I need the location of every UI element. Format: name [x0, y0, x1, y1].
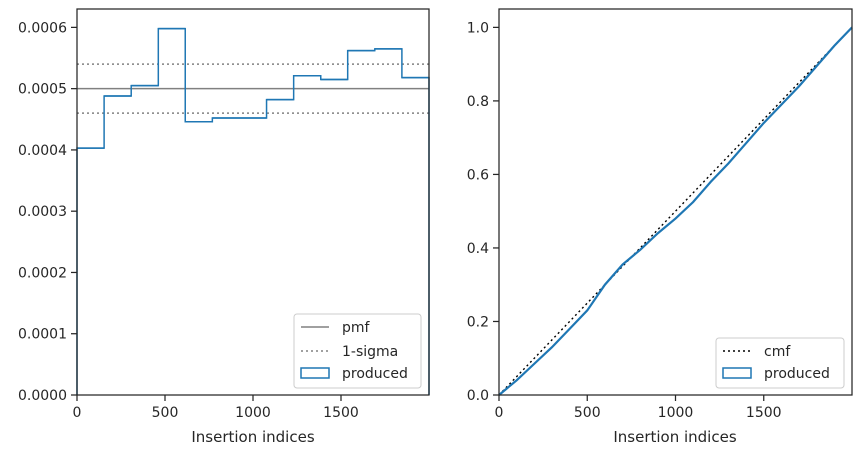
legend-produced-swatch: [300, 367, 330, 379]
right-x-tick-label: 500: [574, 405, 601, 421]
left-legend-box: [293, 313, 422, 389]
left-x-axis-label: Insertion indices: [191, 428, 314, 446]
left-x-tick-label: 1000: [235, 405, 271, 421]
left-legend: pmf 1-sigma produced: [293, 313, 422, 389]
right-y-tick-label: 1.0: [467, 20, 489, 36]
left-y-tick-label: 0.0006: [18, 20, 67, 36]
legend-produced-label: produced: [342, 366, 408, 382]
left-x-tick-label: 1500: [323, 405, 359, 421]
left-y-tick-label: 0.0001: [18, 327, 67, 343]
right-y-ticks: 0.0 0.2 0.4 0.6 0.8 1.0: [467, 20, 499, 404]
left-y-tick-label: 0.0002: [18, 265, 67, 281]
right-y-tick-label: 0.8: [467, 94, 489, 110]
right-x-tick-label: 0: [495, 405, 504, 421]
right-y-tick-label: 0.2: [467, 314, 489, 330]
legend-produced-label-right: produced: [764, 366, 830, 382]
legend-produced-swatch-right: [722, 367, 752, 379]
right-x-axis-label: Insertion indices: [613, 428, 736, 446]
right-y-tick-label: 0.4: [467, 241, 489, 257]
left-y-ticks: 0.0000 0.0001 0.0002 0.0003 0.0004 0.0005 0.00…: [18, 20, 77, 404]
legend-1-sigma-label: 1-sigma: [342, 344, 398, 360]
right-axes-frame: [498, 8, 853, 396]
right-x-tick-label: 1500: [746, 405, 782, 421]
right-legend: cmf produced: [715, 337, 845, 389]
right-x-tick-label: 1000: [658, 405, 694, 421]
legend-cmf-label: cmf: [764, 344, 791, 360]
right-x-ticks: 0 500 1000 1500: [495, 395, 782, 421]
right-panel: 0 500 1000 1500 0.0 0.2 0.4 0.6 0.8 1.0 Insertio…: [467, 8, 853, 446]
left-x-tick-label: 500: [152, 405, 179, 421]
left-x-tick-label: 0: [73, 405, 82, 421]
left-y-tick-label: 0.0003: [18, 204, 67, 220]
left-y-tick-label: 0.0004: [18, 143, 67, 159]
right-y-tick-label: 0.6: [467, 167, 489, 183]
left-y-tick-label: 0.0005: [18, 82, 67, 98]
left-reference-lines: [77, 63, 429, 114]
right-curves: [498, 26, 853, 396]
left-histogram: [76, 27, 430, 395]
left-panel: 0 500 1000 1500 0.00000.00010.00020.00030.0…: [18, 8, 430, 446]
produced-cumulative-line: [498, 26, 853, 396]
left-y-tick-label: 0.0000: [18, 388, 67, 404]
legend-pmf-label: pmf: [342, 320, 371, 336]
left-x-ticks: 0 500 1000 1500: [73, 395, 359, 421]
right-y-tick-label: 0.0: [467, 388, 489, 404]
